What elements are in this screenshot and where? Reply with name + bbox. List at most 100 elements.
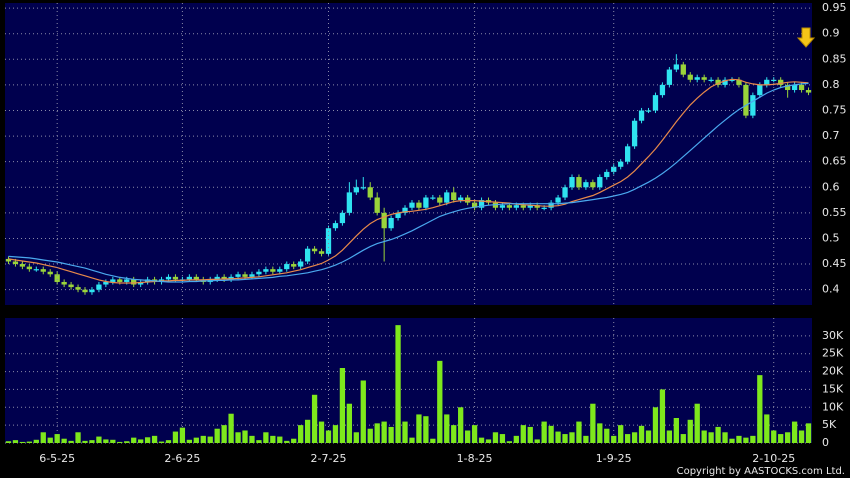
candle-body xyxy=(750,95,756,116)
volume-bar xyxy=(464,430,471,443)
volume-bar xyxy=(743,437,749,443)
volume-bar xyxy=(778,434,784,443)
candle-body xyxy=(471,202,478,208)
candle-body xyxy=(82,289,88,293)
volume-bar xyxy=(200,435,206,443)
y-tick-label: 0.7 xyxy=(822,129,840,142)
candle-body xyxy=(131,279,137,285)
volume-bar xyxy=(186,439,193,443)
y-tick-label: 0.45 xyxy=(822,257,847,270)
y-tick-label: 0.75 xyxy=(822,103,847,116)
volume-bar xyxy=(555,431,561,443)
candle-body xyxy=(805,90,812,93)
candle-body xyxy=(659,84,666,96)
y-tick-label: 15K xyxy=(822,382,844,395)
candle-body xyxy=(624,146,631,162)
volume-bar xyxy=(659,389,666,443)
volume-bar xyxy=(318,421,325,443)
volume-bar xyxy=(485,439,492,443)
volume-bar xyxy=(430,438,436,443)
candle-body xyxy=(652,95,659,111)
candle-body xyxy=(353,187,359,193)
y-tick-label: 0.55 xyxy=(822,206,847,219)
volume-bar xyxy=(26,441,32,443)
candle-body xyxy=(771,79,777,81)
volume-bar xyxy=(437,360,443,443)
volume-bar xyxy=(645,430,652,443)
volume-bar xyxy=(423,416,429,443)
y-tick-label: 0.85 xyxy=(822,52,847,65)
volume-bar xyxy=(631,432,638,443)
candle-body xyxy=(193,276,199,280)
volume-bar xyxy=(492,432,499,443)
volume-bar xyxy=(277,436,283,443)
volume-bar xyxy=(750,435,756,443)
candle-body xyxy=(764,79,770,85)
volume-bar xyxy=(131,437,137,443)
candle-body xyxy=(395,212,401,218)
volume-bar xyxy=(520,425,526,443)
candle-body xyxy=(499,205,506,208)
volume-bar xyxy=(527,426,533,443)
y-tick-label: 0.6 xyxy=(822,180,840,193)
volume-bar xyxy=(395,325,401,443)
volume-bar xyxy=(541,421,547,443)
candle-body xyxy=(736,79,742,85)
candle-body xyxy=(569,177,575,188)
volume-bar xyxy=(110,439,116,443)
volume-bar xyxy=(311,394,318,443)
candle-body xyxy=(785,84,791,91)
candle-body xyxy=(618,161,624,167)
y-tick-label: 5K xyxy=(822,418,837,431)
candle-body xyxy=(103,281,109,285)
volume-bar xyxy=(33,439,39,443)
candle-body xyxy=(263,269,269,272)
volume-bar xyxy=(638,425,645,443)
candle-body xyxy=(576,177,582,188)
candle-body xyxy=(110,279,116,282)
candle-body xyxy=(701,77,707,80)
volume-bar xyxy=(138,439,144,443)
moving-average-line xyxy=(8,82,809,283)
candle-body xyxy=(304,248,311,262)
volume-bar xyxy=(791,421,798,443)
candle-body xyxy=(332,223,339,229)
candle-body xyxy=(402,207,408,213)
candle-body xyxy=(5,258,12,262)
candle-body xyxy=(416,202,422,208)
volume-bar xyxy=(680,434,686,443)
volume-bar xyxy=(207,436,213,443)
volume-bar xyxy=(19,441,26,443)
candle-body xyxy=(47,271,53,275)
volume-bar xyxy=(360,380,366,443)
x-tick-label: 2-10-25 xyxy=(752,452,795,465)
volume-bar xyxy=(708,432,714,443)
volume-bar xyxy=(687,419,693,443)
volume-bar xyxy=(548,425,554,443)
candle-body xyxy=(743,84,749,116)
volume-bar xyxy=(388,426,394,443)
candle-body xyxy=(54,274,60,282)
volume-bar xyxy=(144,437,151,443)
candle-body xyxy=(277,269,283,272)
y-tick-label: 0.8 xyxy=(822,78,840,91)
candle-body xyxy=(611,166,617,172)
candle-body xyxy=(430,197,436,199)
candle-body xyxy=(235,274,241,277)
volume-bar xyxy=(179,427,186,443)
volume-bar xyxy=(151,435,158,443)
candle-body xyxy=(75,287,81,290)
y-tick-label: 0.5 xyxy=(822,231,840,244)
volume-bar xyxy=(451,425,457,443)
volume-bar xyxy=(805,423,812,443)
candle-body xyxy=(541,207,547,209)
volume-bar xyxy=(618,425,624,443)
candle-body xyxy=(451,192,457,201)
candle-body xyxy=(555,197,561,203)
volume-bar xyxy=(165,440,172,443)
candle-body xyxy=(409,202,415,208)
candle-body xyxy=(325,228,332,254)
plot-layer: 0.4 0.45 0.5 0.55 0.6 0.65 0.7 0.75 0.8 0.85 0.9 0.… xyxy=(5,1,847,465)
candle-body xyxy=(138,281,144,285)
